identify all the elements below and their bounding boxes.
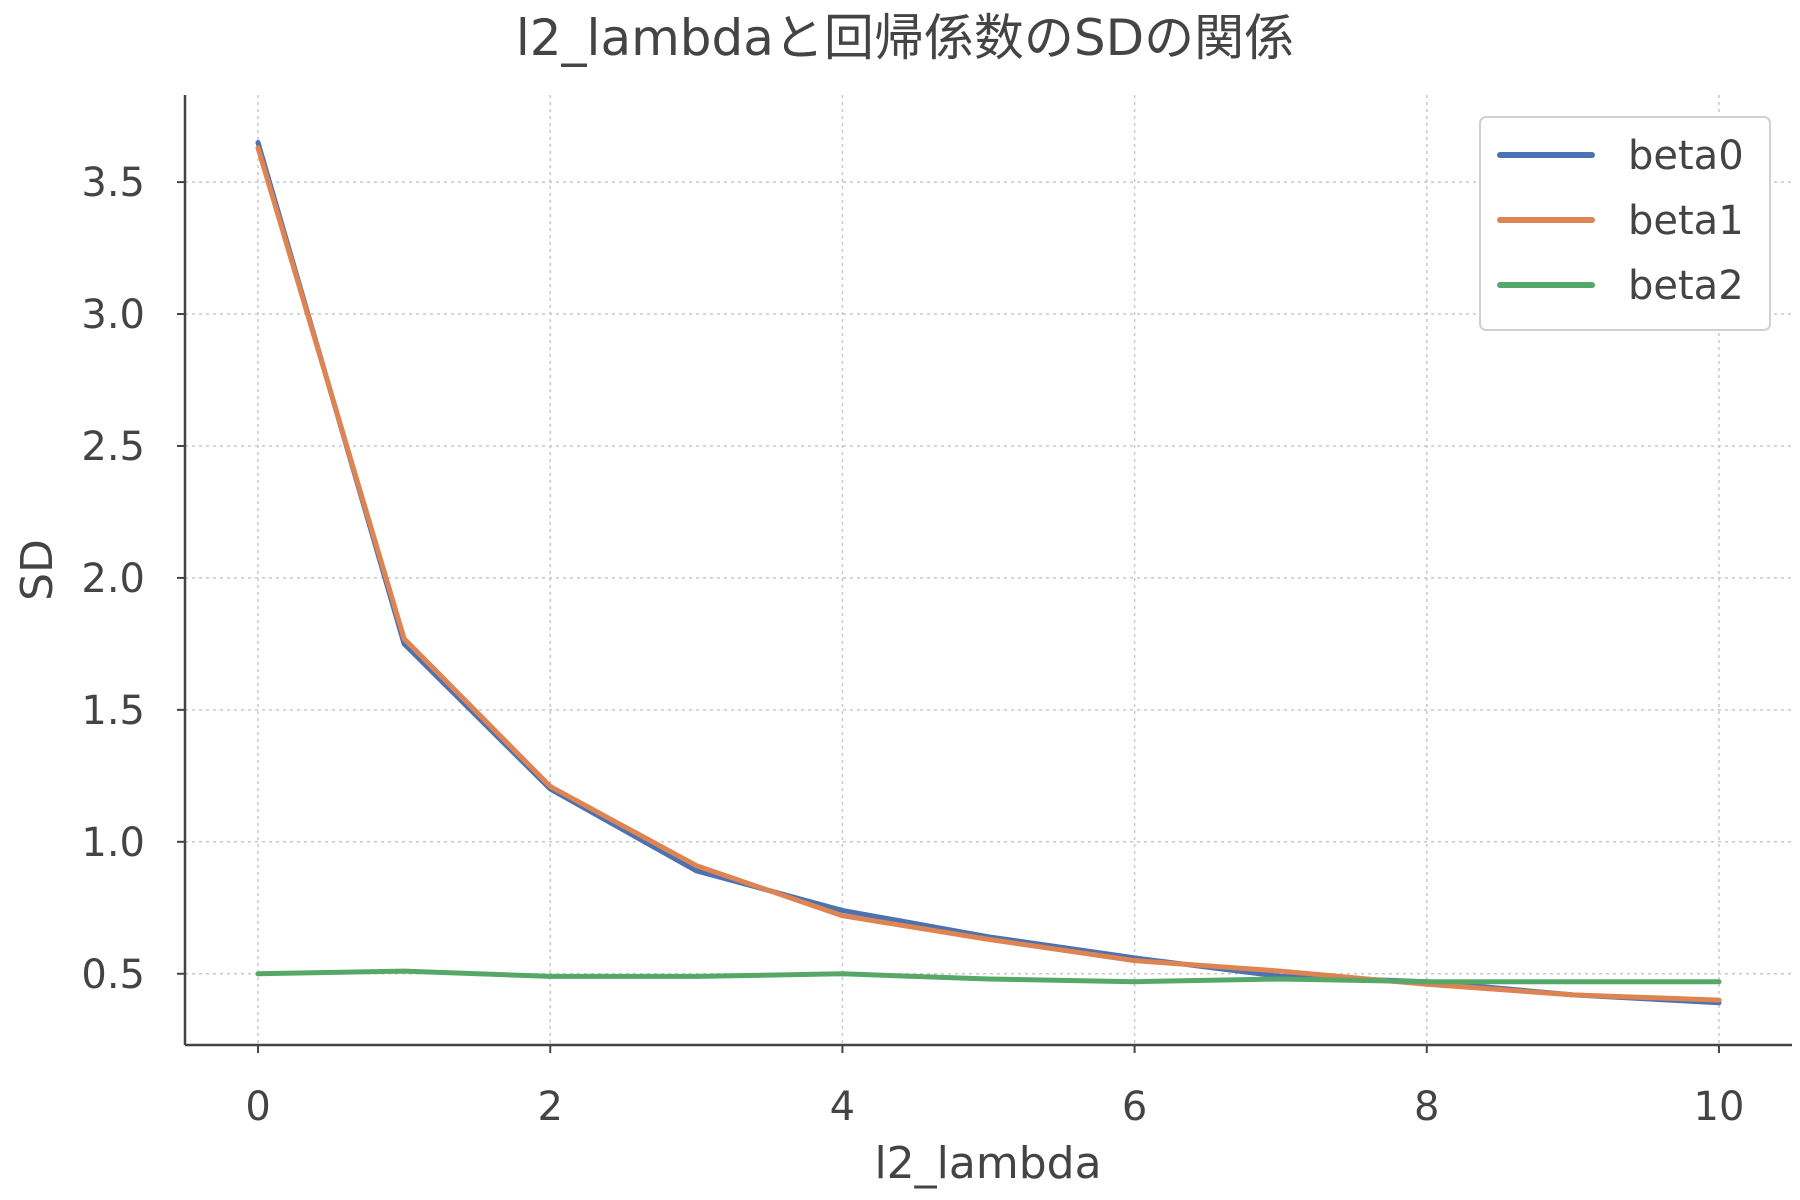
x-tick-label: 4 — [830, 1084, 855, 1130]
y-tick-label: 2.0 — [81, 556, 145, 602]
x-tick-label: 8 — [1414, 1084, 1439, 1130]
y-axis-label: SD — [12, 539, 63, 601]
x-axis-label: l2_lambda — [874, 1138, 1101, 1189]
series-lines — [255, 140, 1722, 1006]
y-tick-label: 2.5 — [81, 424, 145, 470]
legend-label-beta1: beta1 — [1628, 198, 1744, 244]
y-tick-label: 1.5 — [81, 688, 145, 734]
y-ticks: 0.5 1.0 1.5 2.0 2.5 3.0 3.5 — [81, 160, 185, 998]
series-line-beta1 — [255, 145, 1722, 1003]
series-line-beta2 — [255, 968, 1722, 985]
y-tick-label: 3.0 — [81, 292, 145, 338]
chart-title: l2_lambdaと回帰係数のSDの関係 — [516, 9, 1294, 67]
y-tick-label: 1.0 — [81, 820, 145, 866]
legend-box — [1479, 116, 1771, 331]
x-tick-label: 0 — [245, 1084, 270, 1130]
y-tick-label: 0.5 — [81, 952, 145, 998]
x-tick-label: 2 — [538, 1084, 563, 1130]
legend-label-beta0: beta0 — [1628, 133, 1744, 179]
x-tick-label: 6 — [1122, 1084, 1147, 1130]
legend: beta0 beta1 beta2 — [1479, 116, 1771, 331]
y-tick-label: 3.5 — [81, 160, 145, 206]
x-tick-label: 10 — [1694, 1084, 1745, 1130]
x-ticks: 0 2 4 6 8 10 — [245, 1045, 1744, 1130]
legend-label-beta2: beta2 — [1628, 263, 1744, 309]
